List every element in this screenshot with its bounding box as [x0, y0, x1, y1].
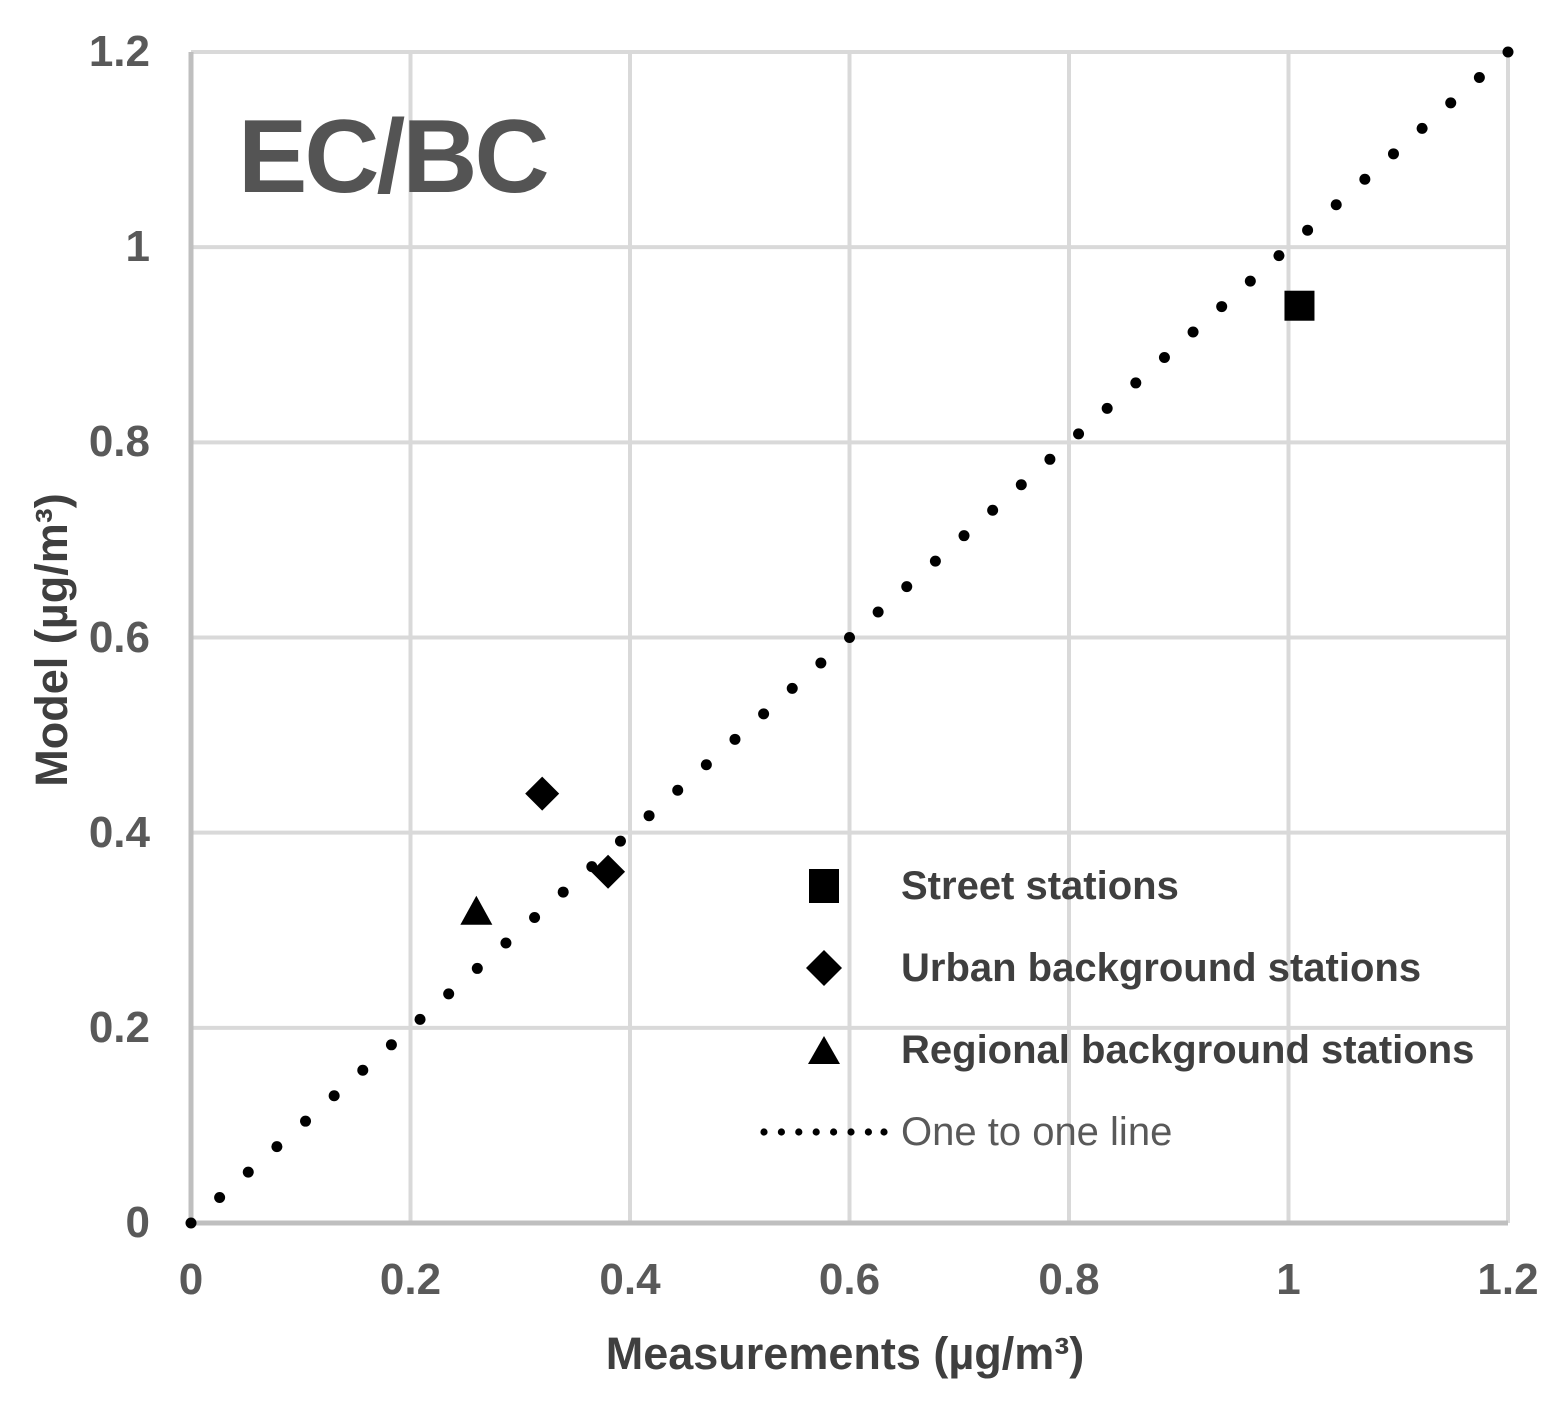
one-to-one-line-dot — [557, 886, 569, 898]
one-to-one-line-dot — [1302, 224, 1314, 236]
legend-item-label: Urban background stations — [901, 945, 1422, 990]
y-tick-label: 1 — [125, 222, 150, 272]
y-tick-label: 0 — [125, 1198, 150, 1247]
one-to-one-line-dot — [1158, 351, 1170, 363]
one-to-one-line-dot — [414, 1013, 426, 1025]
one-to-one-line-dot — [1387, 148, 1399, 160]
one-to-one-line-dot — [1416, 122, 1428, 134]
one-to-one-line-dot — [1187, 326, 1199, 338]
legend-item-label: Regional background stations — [901, 1027, 1475, 1072]
one-to-one-line-dot — [1502, 46, 1514, 58]
one-to-one-line-dot — [614, 835, 626, 847]
one-to-one-line-dot — [1359, 173, 1371, 185]
one-to-one-line-dot — [328, 1090, 340, 1102]
one-to-one-line-dot — [300, 1115, 312, 1127]
one-to-one-line-dot — [844, 632, 855, 643]
one-to-one-line-dot — [1330, 199, 1342, 211]
y-axis-label: Model (µg/m³) — [26, 493, 77, 787]
one-to-one-line-dot — [786, 682, 798, 694]
one-to-one-line-dot — [672, 784, 684, 796]
one-to-one-line-dot — [385, 1039, 397, 1051]
one-to-one-line-dot — [500, 937, 512, 949]
chart-title: EC/BC — [238, 99, 550, 215]
y-tick-label: 0.4 — [88, 807, 150, 857]
one-to-one-line-dot — [815, 657, 827, 669]
one-to-one-line-dot — [729, 733, 741, 745]
one-to-one-line-dot — [958, 530, 970, 542]
x-tick-label: 0.8 — [1038, 1255, 1100, 1304]
one-to-one-line-dot — [185, 1217, 197, 1229]
legend-marker-dotted-line-icon — [757, 1126, 891, 1138]
one-to-one-line-dot — [1044, 453, 1056, 465]
legend: Street stations Urban background station… — [757, 845, 1474, 1173]
data-point-triangle — [460, 895, 493, 925]
x-tick-label: 0.4 — [599, 1255, 661, 1304]
one-to-one-line-dot — [471, 962, 483, 974]
one-to-one-line-dot — [1130, 377, 1142, 389]
x-tick-label: 0.6 — [818, 1255, 881, 1304]
x-tick-label: 0 — [178, 1255, 204, 1304]
one-to-one-line-dot — [1101, 402, 1113, 414]
legend-item-one-to-one-line: One to one line — [757, 1091, 1474, 1173]
x-tick-label: 0.2 — [379, 1255, 442, 1304]
one-to-one-line-dot — [643, 810, 655, 822]
one-to-one-line-dot — [872, 606, 884, 618]
one-to-one-line-dot — [443, 988, 455, 1000]
x-tick-label: 1.2 — [1477, 1255, 1539, 1304]
y-tick-label: 0.2 — [88, 1002, 150, 1052]
data-point-diamond — [525, 776, 560, 811]
one-to-one-line-dot — [1445, 97, 1457, 109]
legend-marker-square-icon — [757, 868, 891, 904]
one-to-one-line-dot — [987, 504, 999, 516]
x-tick-label: 1 — [1276, 1255, 1301, 1304]
y-tick-label: 0.6 — [88, 612, 150, 662]
legend-item-street-stations: Street stations — [757, 845, 1474, 927]
legend-item-urban-background-stations: Urban background stations — [757, 927, 1474, 1009]
data-point-square — [1284, 290, 1315, 321]
legend-marker-triangle-icon — [757, 1035, 891, 1065]
one-to-one-line-dot — [242, 1166, 254, 1178]
one-to-one-line-dot — [1273, 250, 1285, 262]
legend-marker-diamond-icon — [757, 949, 891, 987]
one-to-one-line-dot — [1473, 71, 1485, 83]
one-to-one-line-dot — [357, 1064, 369, 1076]
legend-item-label: One to one line — [901, 1109, 1173, 1154]
legend-item-regional-background-stations: Regional background stations — [757, 1009, 1474, 1091]
one-to-one-line-dot — [1073, 428, 1085, 440]
one-to-one-line-dot — [901, 581, 913, 593]
legend-item-label: Street stations — [901, 863, 1179, 908]
one-to-one-line-dot — [700, 759, 712, 771]
one-to-one-line-dot — [758, 708, 770, 720]
x-axis-label: Measurements (µg/m³) — [605, 1328, 1085, 1379]
one-to-one-line-dot — [1244, 275, 1256, 287]
one-to-one-line-dot — [929, 555, 941, 567]
one-to-one-line-dot — [271, 1141, 283, 1153]
data-point-diamond — [591, 854, 626, 889]
y-tick-label: 0.8 — [88, 417, 150, 467]
one-to-one-line-dot — [214, 1192, 226, 1204]
one-to-one-line-dot — [529, 912, 541, 924]
one-to-one-line-dot — [1015, 479, 1027, 491]
one-to-one-line-dot — [1216, 301, 1228, 313]
y-tick-label: 1.2 — [88, 27, 150, 76]
